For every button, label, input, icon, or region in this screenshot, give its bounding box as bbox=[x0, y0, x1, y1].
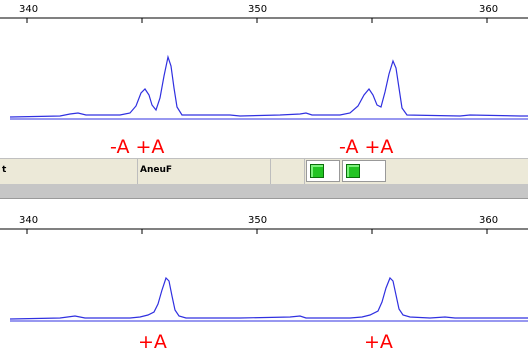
top-ruler-label-350: 350 bbox=[248, 4, 268, 15]
top-electropherogram bbox=[0, 17, 528, 120]
top-annotation-left: -A +A bbox=[110, 136, 165, 158]
marker-empty-cell bbox=[271, 159, 305, 184]
bottom-annotation-right: +A bbox=[364, 331, 393, 353]
bin-green-square-icon bbox=[310, 164, 324, 178]
bottom-annotation-left: +A bbox=[138, 331, 167, 353]
top-ruler-label-360: 360 bbox=[479, 4, 499, 15]
top-annotation-right: -A +A bbox=[339, 136, 394, 158]
marker-name-cell[interactable]: AneuF bbox=[138, 159, 271, 184]
bottom-ruler-label-340: 340 bbox=[19, 215, 39, 226]
bin-button-2[interactable] bbox=[342, 160, 386, 182]
bin-button-1[interactable] bbox=[306, 160, 340, 182]
bottom-ruler-label-360: 360 bbox=[479, 215, 499, 226]
marker-cell-left: t bbox=[0, 159, 138, 184]
bottom-ruler-label-350: 350 bbox=[248, 215, 268, 226]
marker-name: AneuF bbox=[140, 165, 173, 175]
panel-separator[interactable] bbox=[0, 184, 528, 199]
top-trace-line bbox=[9, 54, 528, 118]
top-ruler-label-340: 340 bbox=[19, 4, 39, 15]
bottom-electropherogram bbox=[0, 228, 528, 322]
bin-green-square-icon bbox=[346, 164, 360, 178]
marker-left-label: t bbox=[2, 165, 7, 175]
bottom-trace-line bbox=[9, 276, 528, 320]
marker-bar: t AneuF bbox=[0, 158, 528, 185]
